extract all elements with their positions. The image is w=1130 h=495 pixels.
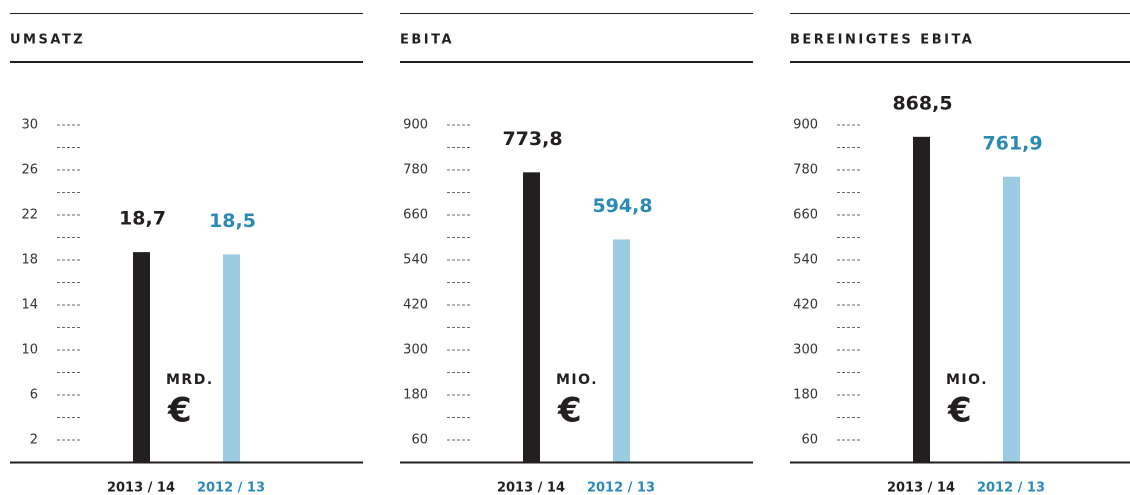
y-tick-label: 300 <box>403 343 428 358</box>
y-tick-label: 420 <box>403 298 428 313</box>
y-tick-label: 6 <box>30 388 38 403</box>
y-tick-label: 660 <box>793 208 818 223</box>
y-tick-label: 180 <box>403 388 428 403</box>
currency-label: € <box>167 391 192 431</box>
category-label: 2012 / 13 <box>587 481 655 495</box>
unit-label: MIO. <box>946 372 988 388</box>
bar <box>913 136 930 463</box>
value-label: 773,8 <box>502 128 562 150</box>
value-label: 18,5 <box>209 210 256 232</box>
panel-title: UMSATZ <box>10 33 85 48</box>
unit-label: MIO. <box>556 372 598 388</box>
y-tick-label: 14 <box>21 298 38 313</box>
bar <box>613 239 630 463</box>
bar <box>1003 176 1020 463</box>
y-tick-label: 2 <box>30 433 38 448</box>
y-tick-label: 60 <box>801 433 818 448</box>
bar <box>133 252 150 463</box>
category-label: 2013 / 14 <box>107 481 175 495</box>
bar <box>223 254 240 463</box>
y-tick-label: 900 <box>403 118 428 133</box>
y-tick-label: 780 <box>403 163 428 178</box>
y-tick-label: 540 <box>403 253 428 268</box>
category-label: 2012 / 13 <box>977 481 1045 495</box>
y-tick-label: 30 <box>21 118 38 133</box>
y-tick-label: 900 <box>793 118 818 133</box>
category-label: 2013 / 14 <box>497 481 565 495</box>
y-tick-label: 26 <box>21 163 38 178</box>
y-tick-label: 420 <box>793 298 818 313</box>
y-tick-label: 22 <box>21 208 38 223</box>
y-tick-label: 300 <box>793 343 818 358</box>
bar <box>523 172 540 463</box>
y-tick-label: 18 <box>21 253 38 268</box>
y-tick-label: 10 <box>21 343 38 358</box>
currency-label: € <box>557 391 582 431</box>
category-label: 2013 / 14 <box>887 481 955 495</box>
panel-title: BEREINIGTES EBITA <box>790 33 974 48</box>
value-label: 18,7 <box>119 208 166 230</box>
y-tick-label: 660 <box>403 208 428 223</box>
value-label: 594,8 <box>592 195 652 217</box>
panel-title: EBITA <box>400 33 454 48</box>
y-tick-label: 780 <box>793 163 818 178</box>
y-tick-label: 180 <box>793 388 818 403</box>
value-label: 868,5 <box>892 92 952 114</box>
unit-label: MRD. <box>166 372 214 388</box>
y-tick-label: 60 <box>411 433 428 448</box>
currency-label: € <box>947 391 972 431</box>
y-tick-label: 540 <box>793 253 818 268</box>
value-label: 761,9 <box>982 132 1042 154</box>
category-label: 2012 / 13 <box>197 481 265 495</box>
